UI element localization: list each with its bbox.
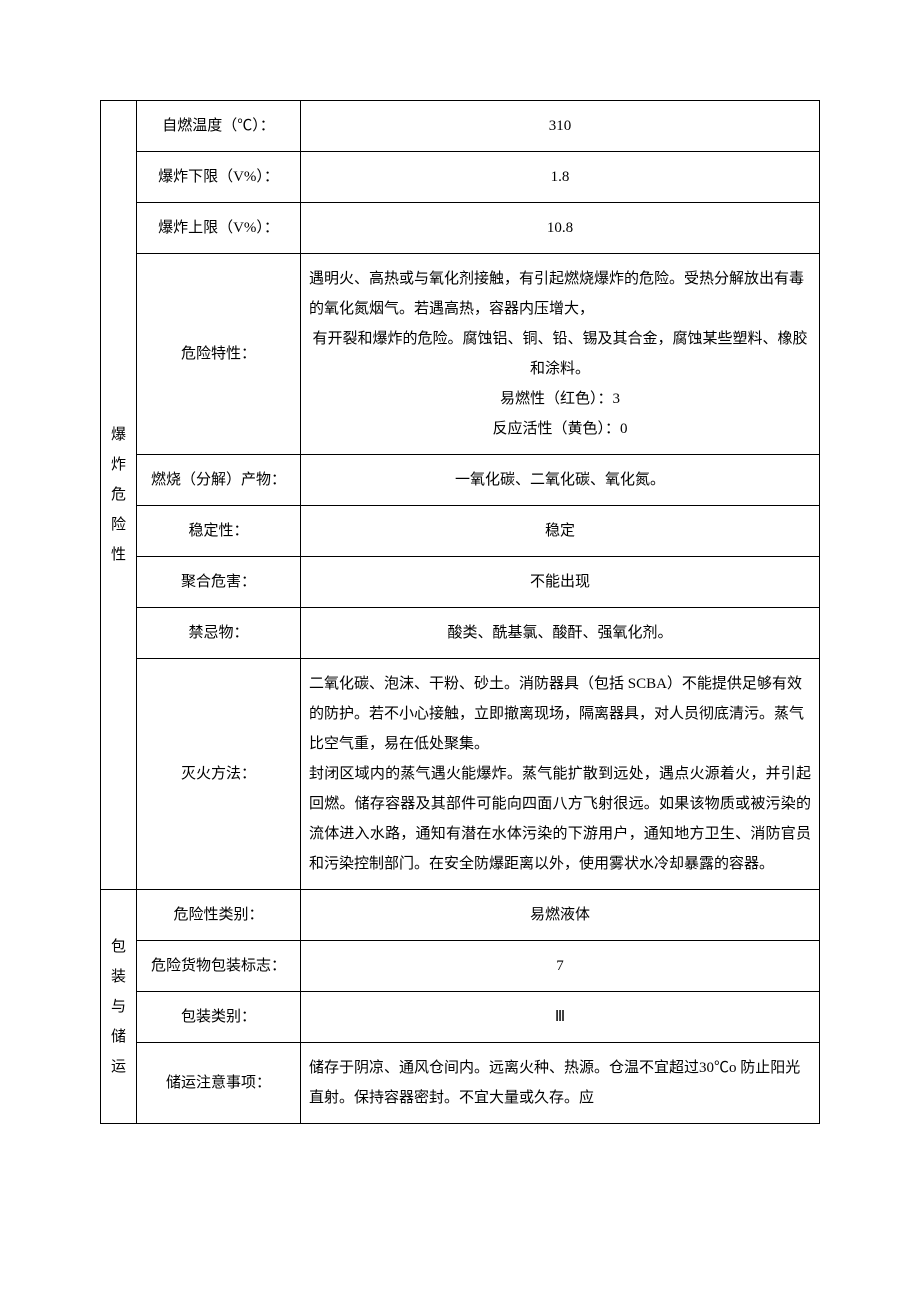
value-pkg-class: Ⅲ	[301, 992, 820, 1043]
label-poly: 聚合危害：	[137, 557, 301, 608]
value-hazard-class: 易燃液体	[301, 890, 820, 941]
table-row: 危险货物包装标志： 7	[101, 941, 820, 992]
section-header-explosion: 爆炸危险性	[101, 101, 137, 890]
label-pkg-mark: 危险货物包装标志：	[137, 941, 301, 992]
table-row: 爆炸上限（V%）： 10.8	[101, 203, 820, 254]
hazard-para4: 反应活性（黄色）：0	[309, 414, 811, 444]
value-products: 一氧化碳、二氧化碳、氧化氮。	[301, 455, 820, 506]
fire-para1: 二氧化碳、泡沫、干粉、砂土。消防器具（包括 SCBA）不能提供足够有效的防护。若…	[309, 669, 811, 759]
table-row: 爆炸危险性 自燃温度（℃）： 310	[101, 101, 820, 152]
value-storage: 储存于阴凉、通风仓间内。远离火种、热源。仓温不宜超过30℃o 防止阳光直射。保持…	[301, 1043, 820, 1124]
table-row: 包装类别： Ⅲ	[101, 992, 820, 1043]
label-products: 燃烧（分解）产物：	[137, 455, 301, 506]
fire-para2: 封闭区域内的蒸气遇火能爆炸。蒸气能扩散到远处，遇点火源着火，并引起回燃。储存容器…	[309, 759, 811, 879]
label-fire: 灭火方法：	[137, 659, 301, 890]
value-hazard: 遇明火、高热或与氧化剂接触，有引起燃烧爆炸的危险。受热分解放出有毒的氧化氮烟气。…	[301, 254, 820, 455]
table-row: 包装与储运 危险性类别： 易燃液体	[101, 890, 820, 941]
value-forbidden: 酸类、酰基氯、酸酐、强氧化剂。	[301, 608, 820, 659]
label-hazard-class: 危险性类别：	[137, 890, 301, 941]
value-lel: 1.8	[301, 152, 820, 203]
value-ignition-temp: 310	[301, 101, 820, 152]
table-row: 聚合危害： 不能出现	[101, 557, 820, 608]
label-storage: 储运注意事项：	[137, 1043, 301, 1124]
label-stability: 稳定性：	[137, 506, 301, 557]
label-forbidden: 禁忌物：	[137, 608, 301, 659]
value-poly: 不能出现	[301, 557, 820, 608]
hazard-para1: 遇明火、高热或与氧化剂接触，有引起燃烧爆炸的危险。受热分解放出有毒的氧化氮烟气。…	[309, 264, 811, 324]
label-lel: 爆炸下限（V%）：	[137, 152, 301, 203]
hazard-para2: 有开裂和爆炸的危险。腐蚀铝、铜、铅、锡及其合金，腐蚀某些塑料、橡胶和涂料。	[309, 324, 811, 384]
section-header-packaging: 包装与储运	[101, 890, 137, 1124]
page: 爆炸危险性 自燃温度（℃）： 310 爆炸下限（V%）： 1.8 爆炸上限（V%…	[0, 0, 920, 1184]
data-table: 爆炸危险性 自燃温度（℃）： 310 爆炸下限（V%）： 1.8 爆炸上限（V%…	[100, 100, 820, 1124]
table-row: 灭火方法： 二氧化碳、泡沫、干粉、砂土。消防器具（包括 SCBA）不能提供足够有…	[101, 659, 820, 890]
hazard-para3: 易燃性（红色）：3	[309, 384, 811, 414]
value-uel: 10.8	[301, 203, 820, 254]
value-pkg-mark: 7	[301, 941, 820, 992]
table-row: 储运注意事项： 储存于阴凉、通风仓间内。远离火种、热源。仓温不宜超过30℃o 防…	[101, 1043, 820, 1124]
label-uel: 爆炸上限（V%）：	[137, 203, 301, 254]
table-row: 禁忌物： 酸类、酰基氯、酸酐、强氧化剂。	[101, 608, 820, 659]
label-ignition-temp: 自燃温度（℃）：	[137, 101, 301, 152]
label-hazard: 危险特性：	[137, 254, 301, 455]
value-fire: 二氧化碳、泡沫、干粉、砂土。消防器具（包括 SCBA）不能提供足够有效的防护。若…	[301, 659, 820, 890]
table-row: 燃烧（分解）产物： 一氧化碳、二氧化碳、氧化氮。	[101, 455, 820, 506]
table-row: 危险特性： 遇明火、高热或与氧化剂接触，有引起燃烧爆炸的危险。受热分解放出有毒的…	[101, 254, 820, 455]
label-pkg-class: 包装类别：	[137, 992, 301, 1043]
value-stability: 稳定	[301, 506, 820, 557]
table-row: 爆炸下限（V%）： 1.8	[101, 152, 820, 203]
table-row: 稳定性： 稳定	[101, 506, 820, 557]
